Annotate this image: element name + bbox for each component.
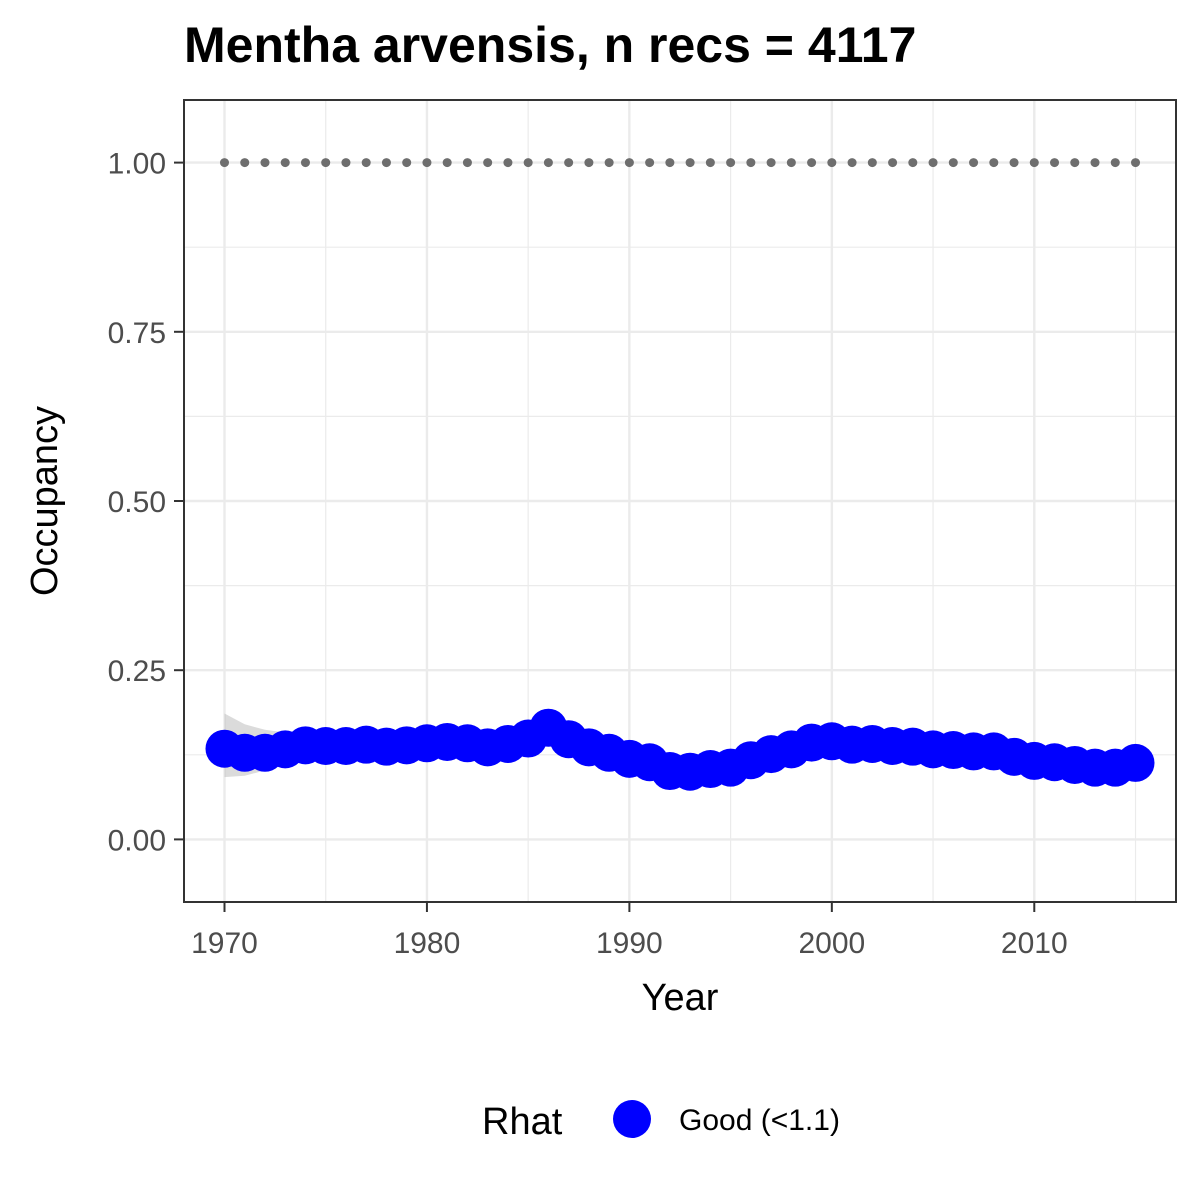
reference-point bbox=[1131, 158, 1141, 168]
reference-point bbox=[766, 158, 776, 168]
reference-point bbox=[240, 158, 250, 168]
reference-point bbox=[584, 158, 594, 168]
occupancy-points-layer bbox=[205, 708, 1155, 791]
reference-point bbox=[280, 158, 290, 168]
reference-point bbox=[746, 158, 756, 168]
x-tick-label: 1990 bbox=[596, 927, 663, 960]
occupancy-point bbox=[1116, 743, 1155, 782]
reference-point bbox=[523, 158, 533, 168]
reference-point bbox=[1009, 158, 1019, 168]
reference-point bbox=[503, 158, 513, 168]
reference-point bbox=[321, 158, 331, 168]
reference-point bbox=[685, 158, 695, 168]
reference-point bbox=[422, 158, 432, 168]
legend-key-good bbox=[613, 1100, 651, 1138]
reference-point bbox=[361, 158, 371, 168]
reference-point bbox=[300, 158, 310, 168]
reference-point bbox=[1110, 158, 1120, 168]
reference-point bbox=[442, 158, 452, 168]
chart-title: Mentha arvensis, n recs = 4117 bbox=[184, 17, 916, 73]
x-axis-title: Year bbox=[642, 977, 719, 1019]
reference-point bbox=[705, 158, 715, 168]
reference-point bbox=[260, 158, 270, 168]
reference-point bbox=[341, 158, 351, 168]
reference-point bbox=[483, 158, 493, 168]
reference-point bbox=[847, 158, 857, 168]
reference-points-layer bbox=[219, 158, 1141, 168]
x-tick-label: 1970 bbox=[191, 927, 258, 960]
reference-point bbox=[1050, 158, 1060, 168]
y-tick-label: 1.00 bbox=[108, 148, 166, 181]
x-tick-label: 2000 bbox=[798, 927, 865, 960]
reference-point bbox=[867, 158, 877, 168]
reference-point bbox=[381, 158, 391, 168]
reference-point bbox=[786, 158, 796, 168]
reference-point bbox=[604, 158, 614, 168]
reference-point bbox=[1070, 158, 1080, 168]
legend-title: Rhat bbox=[482, 1101, 563, 1143]
reference-point bbox=[645, 158, 655, 168]
reference-point bbox=[807, 158, 817, 168]
reference-point bbox=[827, 158, 837, 168]
x-tick-label: 1980 bbox=[394, 927, 461, 960]
x-axis: 1970 1980 1990 2000 2010 bbox=[191, 902, 1068, 960]
reference-point bbox=[726, 158, 736, 168]
reference-point bbox=[969, 158, 979, 168]
y-tick-label: 0.00 bbox=[108, 824, 166, 857]
reference-point bbox=[402, 158, 412, 168]
legend: Rhat Good (<1.1) bbox=[482, 1100, 840, 1143]
reference-point bbox=[928, 158, 938, 168]
reference-point bbox=[1090, 158, 1100, 168]
y-axis: 0.00 0.25 0.50 0.75 1.00 bbox=[108, 148, 184, 857]
reference-point bbox=[564, 158, 574, 168]
reference-point bbox=[1029, 158, 1039, 168]
reference-point bbox=[624, 158, 634, 168]
reference-point bbox=[948, 158, 958, 168]
y-tick-label: 0.50 bbox=[108, 486, 166, 519]
reference-point bbox=[462, 158, 472, 168]
reference-point bbox=[989, 158, 999, 168]
reference-point bbox=[543, 158, 553, 168]
reference-point bbox=[908, 158, 918, 168]
reference-point bbox=[665, 158, 675, 168]
reference-point bbox=[888, 158, 898, 168]
y-axis-title: Occupancy bbox=[24, 406, 66, 596]
y-tick-label: 0.75 bbox=[108, 317, 166, 350]
reference-point bbox=[219, 158, 229, 168]
y-tick-label: 0.25 bbox=[108, 655, 166, 688]
x-tick-label: 2010 bbox=[1001, 927, 1068, 960]
legend-label-good: Good (<1.1) bbox=[679, 1104, 840, 1137]
